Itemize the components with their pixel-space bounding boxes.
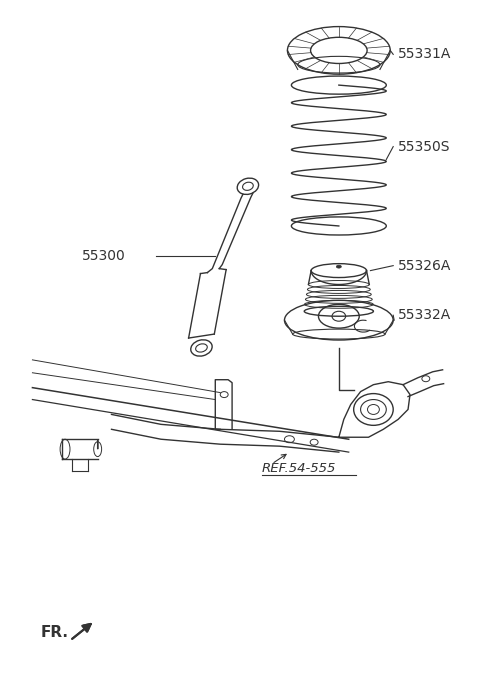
Text: 55331A: 55331A xyxy=(398,47,452,61)
Text: FR.: FR. xyxy=(40,625,68,640)
Text: 55300: 55300 xyxy=(82,249,126,263)
Text: REF.54-555: REF.54-555 xyxy=(262,462,336,475)
Ellipse shape xyxy=(336,265,341,268)
Text: 55350S: 55350S xyxy=(398,140,451,153)
Text: 55326A: 55326A xyxy=(398,259,452,272)
Text: 55332A: 55332A xyxy=(398,308,451,322)
FancyArrowPatch shape xyxy=(72,624,91,639)
